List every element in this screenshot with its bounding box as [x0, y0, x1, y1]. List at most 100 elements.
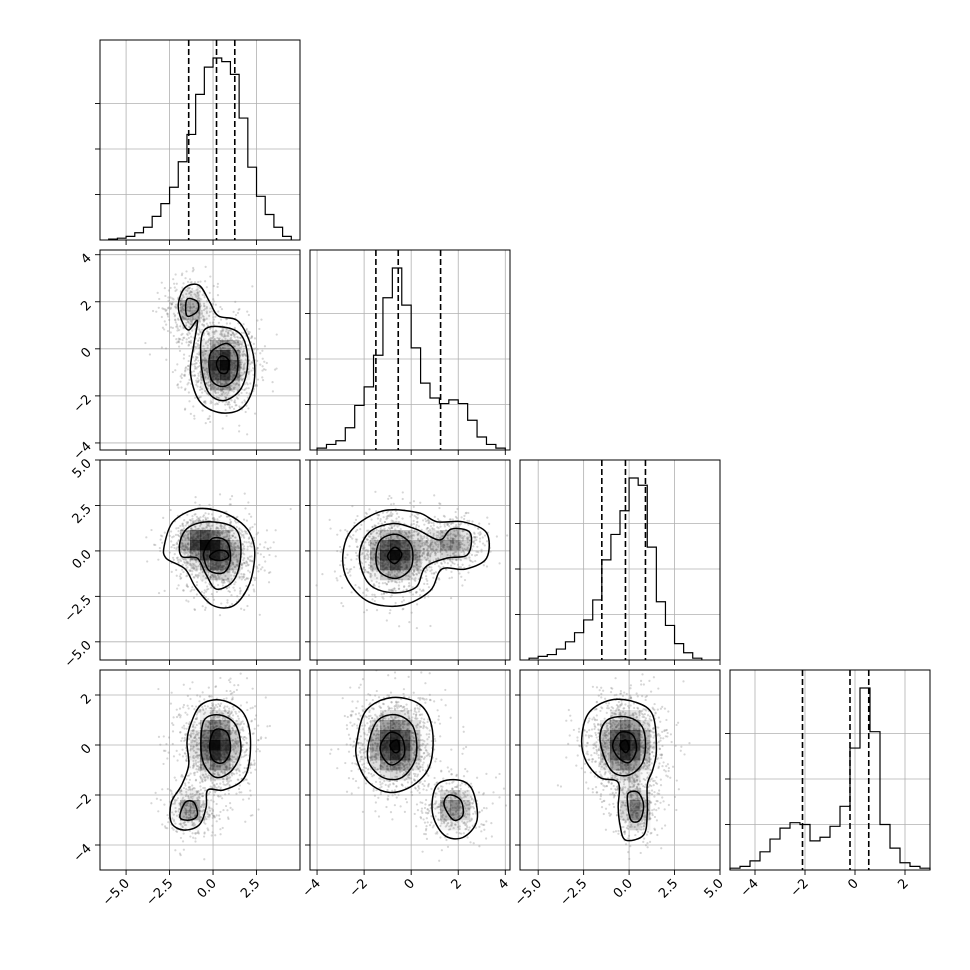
sample-point [224, 567, 227, 570]
sample-point [422, 548, 425, 551]
sample-point [259, 352, 262, 355]
sample-point [446, 523, 449, 526]
sample-point [203, 358, 206, 361]
sample-point [413, 553, 416, 556]
sample-point [477, 527, 480, 530]
sample-point [168, 534, 171, 538]
sample-point [221, 530, 224, 533]
sample-point [183, 549, 186, 552]
sample-point [344, 556, 347, 559]
sample-point [391, 575, 394, 578]
sample-point [203, 357, 206, 360]
sample-point [184, 534, 187, 537]
sample-point [226, 562, 229, 565]
sample-point [244, 750, 248, 753]
sample-point [425, 543, 428, 547]
sample-point [235, 792, 238, 795]
sample-point [199, 815, 203, 819]
sample-point [180, 775, 183, 778]
sample-point [212, 517, 215, 520]
sample-point [194, 726, 197, 729]
sample-point [411, 577, 414, 580]
sample-point [195, 565, 198, 569]
sample-point [249, 362, 252, 365]
sample-point [148, 353, 152, 356]
sample-point [353, 521, 356, 524]
sample-point [234, 401, 237, 404]
sample-point [459, 566, 462, 569]
sample-point [233, 536, 237, 539]
sample-point [205, 312, 208, 315]
sample-point [229, 347, 233, 350]
sample-point [247, 313, 250, 317]
sample-point [473, 535, 477, 539]
sample-point [418, 554, 422, 558]
sample-point [230, 527, 233, 530]
sample-point [346, 571, 350, 575]
sample-point [370, 579, 373, 582]
sample-point [230, 698, 233, 701]
density-bin [370, 570, 381, 581]
sample-point [236, 341, 239, 344]
sample-point [223, 536, 226, 539]
sample-point [229, 387, 232, 390]
sample-point [237, 372, 240, 375]
sample-point [205, 341, 208, 344]
sample-point [188, 550, 191, 553]
sample-point [460, 534, 463, 537]
sample-point [174, 369, 177, 372]
sample-point [196, 573, 199, 577]
sample-point [233, 546, 236, 549]
sample-point [208, 525, 211, 528]
sample-point [427, 522, 430, 525]
sample-point [428, 560, 432, 563]
sample-point [235, 563, 238, 566]
sample-point [232, 350, 236, 354]
sample-point [186, 694, 189, 697]
sample-point [243, 370, 246, 374]
sample-point [203, 347, 206, 351]
sample-point [394, 589, 397, 592]
sample-point [242, 363, 246, 367]
sample-point [209, 387, 212, 390]
density-bin [450, 550, 461, 561]
sample-point [222, 565, 225, 568]
sample-point [205, 382, 208, 385]
sample-point [240, 378, 243, 381]
panel-frame [729, 669, 931, 871]
sample-point [415, 590, 418, 594]
sample-point [227, 715, 230, 718]
sample-point [230, 389, 234, 392]
sample-point [221, 565, 224, 568]
sample-point [189, 306, 192, 309]
sample-point [392, 502, 395, 505]
sample-point [222, 578, 225, 582]
sample-point [215, 330, 218, 333]
sample-point [477, 551, 480, 554]
sample-point [449, 560, 452, 563]
density-bin [430, 540, 441, 551]
sample-point [364, 511, 367, 514]
sample-point [225, 510, 228, 513]
density-bin [210, 570, 221, 581]
sample-point [252, 348, 255, 351]
sample-point [229, 337, 232, 340]
sample-point [362, 566, 365, 569]
sample-point [197, 293, 200, 297]
sample-point [423, 569, 427, 573]
sample-point [187, 343, 191, 346]
sample-point [182, 548, 185, 551]
sample-point [432, 522, 435, 525]
sample-point [184, 752, 187, 756]
sample-point [423, 550, 426, 553]
sample-point [427, 519, 430, 522]
sample-point [204, 402, 207, 405]
sample-point [376, 556, 380, 559]
sample-point [208, 415, 211, 418]
sample-point [207, 571, 210, 574]
sample-point [236, 595, 239, 598]
sample-point [372, 542, 375, 545]
sample-point [474, 554, 477, 557]
sample-point [448, 548, 451, 551]
sample-point [426, 549, 429, 552]
